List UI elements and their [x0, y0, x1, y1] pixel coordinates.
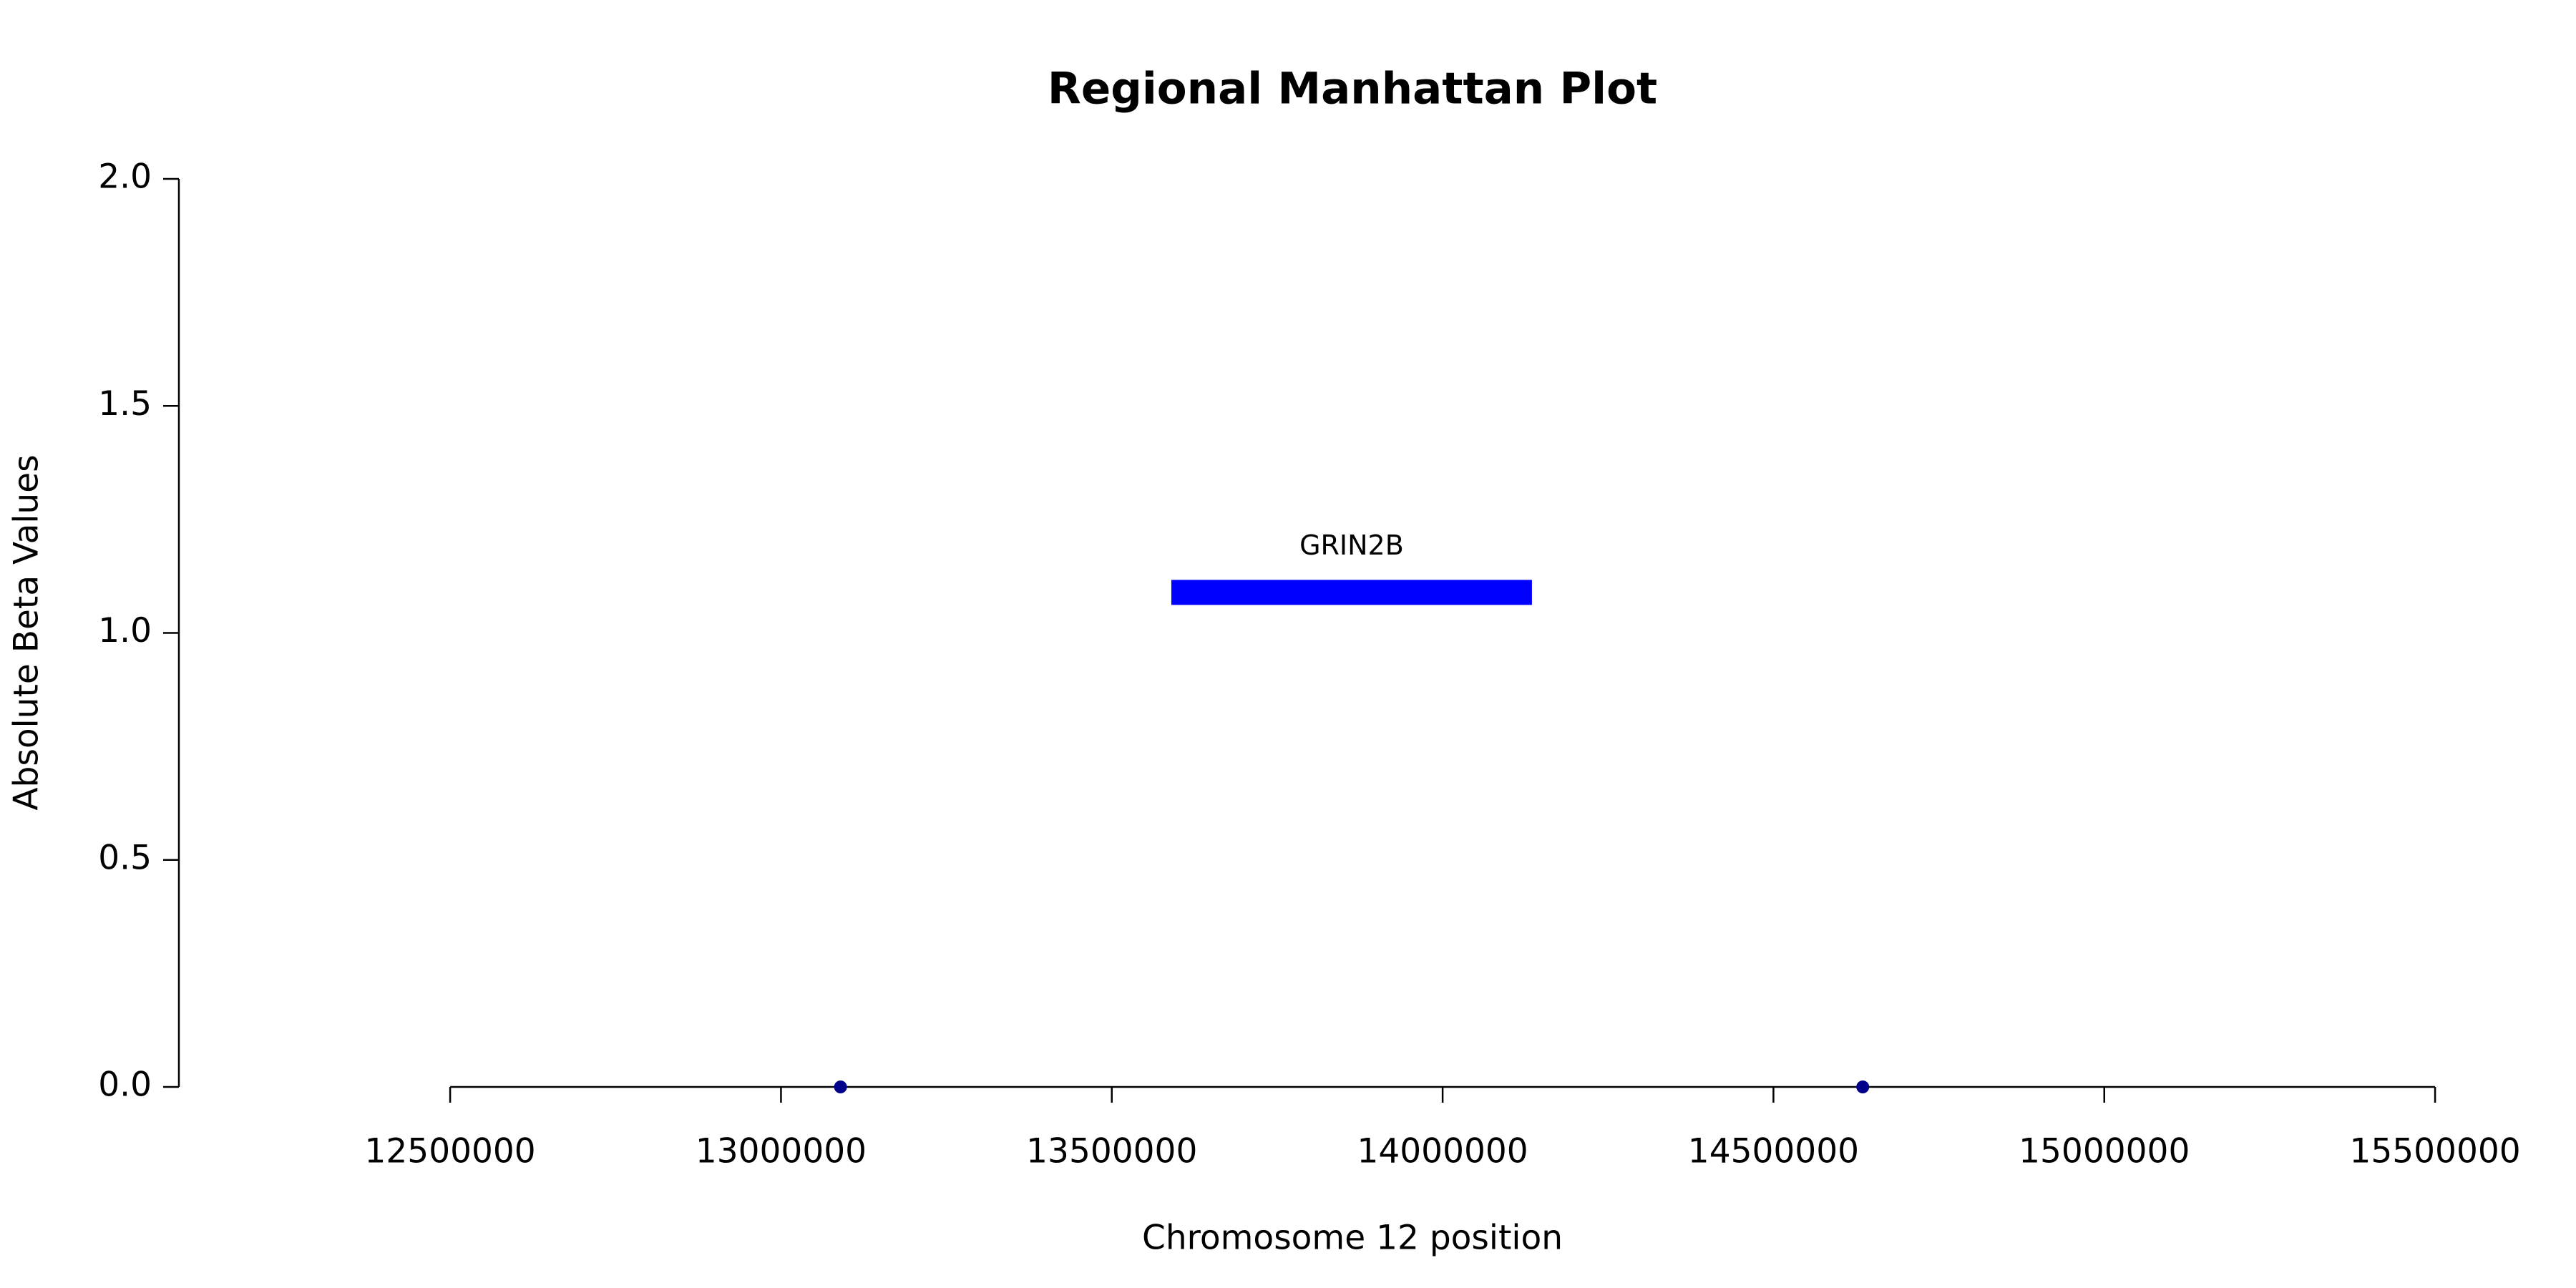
x-tick-label: 12500000 — [364, 1132, 535, 1171]
y-tick-label: 2.0 — [98, 157, 152, 197]
chart-title: Regional Manhattan Plot — [1048, 64, 1657, 114]
x-tick-label: 14000000 — [1357, 1132, 1528, 1171]
y-tick-label: 0.0 — [98, 1065, 152, 1105]
x-tick-label: 13500000 — [1026, 1132, 1197, 1171]
x-axis-label: Chromosome 12 position — [1142, 1219, 1563, 1258]
y-tick-label: 0.5 — [98, 838, 152, 877]
y-axis-label: Absolute Beta Values — [7, 454, 47, 810]
gene-label: GRIN2B — [1299, 530, 1404, 561]
y-tick-label: 1.5 — [98, 384, 152, 424]
x-tick-label: 15500000 — [2349, 1132, 2520, 1171]
data-point — [834, 1080, 847, 1093]
x-tick-label: 14500000 — [1688, 1132, 1859, 1171]
gene-bar — [1171, 580, 1532, 605]
x-tick-label: 13000000 — [696, 1132, 867, 1171]
x-tick-label: 15000000 — [2019, 1132, 2190, 1171]
y-tick-label: 1.0 — [98, 611, 152, 650]
data-point — [1856, 1080, 1870, 1093]
